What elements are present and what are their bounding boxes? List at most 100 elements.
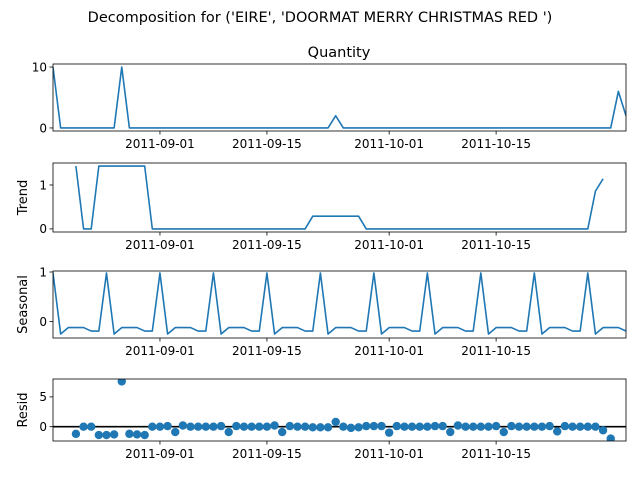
resid-point	[407, 422, 417, 431]
resid-point	[545, 421, 554, 431]
quantity-line	[53, 66, 626, 129]
resid-point	[606, 434, 615, 441]
trend-xtick-label: 2011-09-15	[232, 238, 302, 252]
resid-xtick-label: 2011-09-01	[125, 447, 195, 461]
resid-point	[339, 422, 348, 431]
seasonal-series	[53, 272, 626, 335]
resid-point	[201, 422, 210, 431]
resid-point	[346, 423, 356, 433]
quantity-ytick-label: 10	[32, 60, 47, 74]
trend-ytick-label: 0	[39, 222, 47, 236]
resid-point	[79, 422, 88, 431]
trend-xtick-label: 2011-09-01	[125, 238, 195, 252]
resid-point	[87, 422, 96, 431]
resid-point	[591, 422, 600, 431]
resid-point	[377, 421, 386, 431]
seasonal-frame	[52, 270, 627, 339]
resid-point	[163, 421, 172, 431]
resid-point	[224, 427, 233, 437]
resid-point	[507, 421, 516, 431]
resid-point	[255, 422, 264, 431]
quantity-xtick-label: 2011-10-01	[354, 137, 424, 151]
quantity-xtick-label: 2011-09-01	[125, 137, 195, 151]
resid-point	[598, 426, 608, 435]
resid-point	[491, 421, 501, 431]
trend-xtick-label: 2011-10-01	[354, 238, 424, 252]
resid-point	[125, 429, 134, 439]
resid-point	[171, 427, 180, 437]
resid-point	[232, 421, 241, 431]
resid-point	[568, 422, 577, 431]
resid-point	[178, 421, 188, 430]
resid-frame	[52, 378, 627, 442]
resid-point	[331, 417, 340, 427]
resid-point	[262, 422, 272, 431]
resid-point	[514, 422, 524, 431]
panel-resid: 0 5 2011-09-01 2011-09-15 2011-10-01 2011-10-…	[16, 378, 627, 461]
resid-point	[415, 422, 424, 431]
resid-point	[530, 422, 539, 431]
trend-xtick-label: 2011-10-15	[461, 238, 531, 252]
resid-point	[438, 421, 447, 431]
resid-point	[583, 422, 592, 431]
resid-point	[362, 421, 371, 431]
resid-point	[484, 422, 493, 431]
trend-frame	[52, 162, 627, 233]
resid-ylabel: Resid	[16, 392, 31, 427]
panel-quantity: 0 10 2011-09-01 2011-09-15 2011-10-01 2011-10…	[32, 60, 627, 151]
resid-point	[155, 422, 165, 431]
resid-point	[369, 421, 379, 431]
resid-point	[308, 423, 317, 432]
resid-point	[285, 421, 295, 431]
quantity-xtick-label: 2011-10-15	[461, 137, 531, 151]
resid-point	[148, 422, 157, 431]
resid-point	[469, 422, 478, 431]
resid-point	[323, 423, 333, 432]
resid-ytick-label: 5	[39, 390, 47, 404]
resid-point	[270, 421, 279, 430]
resid-point	[453, 421, 463, 430]
resid-point	[560, 421, 570, 431]
resid-xtick-label: 2011-10-01	[354, 447, 424, 461]
resid-point	[522, 422, 531, 431]
resid-point	[430, 421, 440, 431]
resid-point	[392, 421, 401, 431]
seasonal-xtick-label: 2011-09-15	[232, 344, 302, 358]
resid-point	[316, 423, 325, 432]
seasonal-xtick-label: 2011-09-01	[125, 344, 195, 358]
seasonal-xtick-label: 2011-10-01	[354, 344, 424, 358]
seasonal-line	[53, 272, 626, 335]
resid-point	[476, 422, 486, 431]
trend-ylabel: Trend	[16, 180, 31, 217]
resid-point	[400, 422, 409, 431]
resid-xtick-label: 2011-09-15	[232, 447, 302, 461]
resid-point	[209, 422, 218, 431]
panel-title-quantity: Quantity	[308, 45, 371, 61]
seasonal-ylabel: Seasonal	[16, 275, 31, 334]
resid-point	[109, 430, 119, 439]
resid-point	[94, 430, 104, 440]
resid-point	[117, 379, 126, 386]
trend-ytick-label: 1	[39, 178, 47, 192]
resid-point	[193, 422, 203, 431]
quantity-ytick-label: 0	[39, 121, 47, 135]
resid-point	[278, 427, 287, 437]
trend-series	[75, 165, 604, 230]
trend-line	[75, 165, 604, 230]
resid-point	[384, 428, 394, 437]
resid-point	[140, 430, 149, 440]
resid-point	[499, 427, 508, 437]
resid-point	[423, 422, 432, 431]
resid-series	[53, 379, 626, 441]
resid-point	[461, 422, 470, 431]
resid-point	[300, 422, 310, 431]
resid-point	[446, 427, 455, 437]
resid-point	[247, 422, 256, 431]
resid-xtick-label: 2011-10-15	[461, 447, 531, 461]
resid-ytick-label: 0	[39, 420, 47, 434]
resid-point	[186, 422, 195, 431]
resid-point	[216, 421, 226, 431]
quantity-frame	[52, 63, 627, 132]
seasonal-ytick-label: 0	[39, 315, 47, 329]
panel-seasonal: 0 1 2011-09-01 2011-09-15 2011-10-01 2011-10-…	[16, 265, 627, 358]
